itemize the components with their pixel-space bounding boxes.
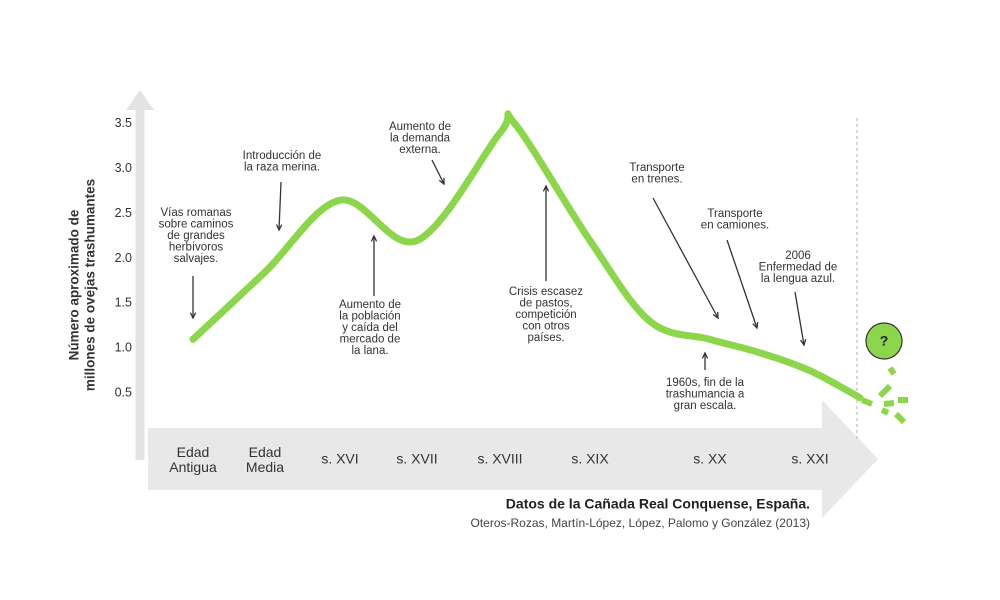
annotation: Enfermedad de [759, 262, 838, 274]
annotation: sobre caminos [159, 219, 234, 231]
annotation-arrow [794, 291, 805, 346]
x-tick-label: s. XX [693, 451, 727, 467]
y-label-line: millones de ovejas trashumantes [83, 179, 98, 391]
line [189, 110, 864, 402]
question-mark: ? [880, 333, 889, 349]
y-label: Número aproximado de millones de ovejas … [67, 179, 98, 391]
source-title: Datos de la Cañada Real Conquense, Españ… [506, 496, 810, 512]
annotation-arrow [278, 181, 282, 231]
annotation: de pastos, [519, 298, 572, 310]
source: Oteros-Rozas, Martín-López, López, Palom… [471, 516, 811, 530]
x-tick-label: s. XVII [396, 451, 437, 467]
y-tick-label: 0.5 [115, 385, 132, 399]
annotation: en camiones. [701, 220, 769, 232]
annotation-arrow [652, 197, 719, 319]
y-tick-label: 3.0 [115, 161, 132, 175]
annotation: herbívoros [169, 242, 224, 254]
annotation: salvajes. [174, 253, 219, 265]
future-dashes [860, 366, 908, 425]
y-label-line: Número aproximado de [67, 209, 82, 360]
annotation: la lengua azul. [761, 273, 835, 285]
annotation-arrow [431, 159, 445, 185]
annotation: Vías romanas [161, 207, 232, 219]
annotation: Crisis escasez [509, 286, 583, 298]
y-tick-label: 2.0 [115, 251, 132, 265]
annotation: externa. [399, 144, 441, 156]
y-axis-head [126, 90, 154, 110]
y-tick-label: 2.5 [115, 206, 132, 220]
y-tick-label: 1.5 [115, 296, 132, 310]
annotation: la demanda [390, 133, 451, 145]
x-tick-label: s. XIX [571, 451, 609, 467]
question-circle [865, 322, 903, 360]
annotation-arrowhead [701, 351, 709, 359]
annotation: en trenes. [631, 174, 682, 186]
annotation-arrowhead [712, 311, 719, 320]
annotation-arrowhead [438, 177, 445, 186]
annotation: Aumento de [339, 299, 401, 311]
annotation: de grandes [167, 230, 225, 242]
x-tick-label: s. XVI [321, 451, 358, 467]
timeline-arrow [148, 400, 878, 518]
annotation: trashumancia a [666, 389, 745, 401]
annotation-arrowhead [276, 224, 283, 232]
annotation-arrowhead [189, 312, 197, 320]
annotation-arrowhead [542, 184, 550, 192]
x-tick-label: s. XVIII [477, 451, 522, 467]
y-tick-label: 1.0 [115, 341, 132, 355]
x-tick-label: Edad Antigua [169, 444, 217, 475]
annotation: Introducción de [243, 150, 322, 162]
annotation: la lana. [351, 345, 388, 357]
annotation: 2006 [785, 250, 811, 262]
annotation: la raza merina. [244, 162, 320, 174]
annotation: competición [515, 309, 576, 321]
y-tick-label: 3.5 [115, 116, 132, 130]
annotation-arrowhead [752, 321, 759, 330]
annotation: países. [527, 332, 564, 344]
annotation: 1960s, fin de la [666, 377, 745, 389]
annotation: y caída del [342, 322, 398, 334]
annotation: Transporte [629, 162, 684, 174]
annotation: gran escala. [674, 400, 737, 412]
annotation-arrowhead [370, 234, 378, 242]
x-tick-label: s. XXI [791, 451, 828, 467]
annotation-arrowhead [799, 339, 807, 347]
x-tick-label: Edad Media [246, 444, 284, 475]
annotation: Aumento de [389, 121, 451, 133]
annotation: Transporte [707, 208, 762, 220]
annotation: mercado de [340, 334, 401, 346]
annotation: la población [339, 311, 400, 323]
annotation: con otros [522, 321, 570, 333]
annotation-arrow [726, 239, 758, 329]
